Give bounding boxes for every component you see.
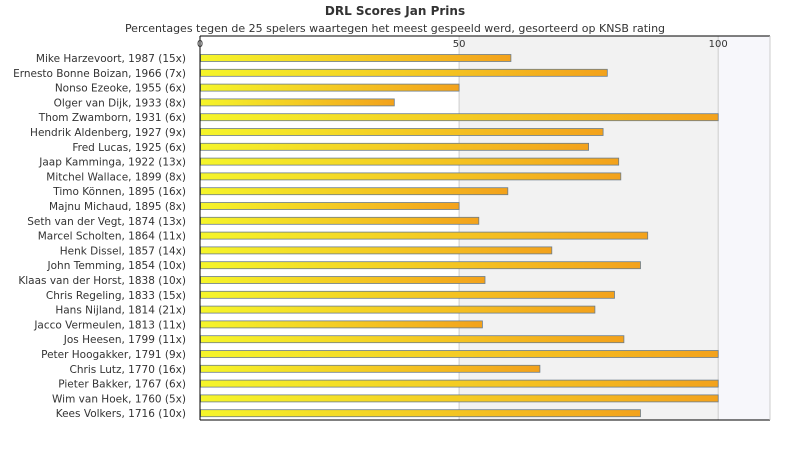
category-label-9: Timo Können, 1895 (16x) [52, 186, 186, 198]
axes [199, 35, 771, 421]
category-label-8: Mitchel Wallace, 1899 (8x) [46, 171, 186, 183]
category-label-24: Kees Volkers, 1716 (10x) [56, 408, 186, 420]
bar-3 [200, 98, 395, 107]
category-label-5: Hendrik Aldenberg, 1927 (9x) [30, 127, 186, 139]
category-label-12: Marcel Scholten, 1864 (11x) [38, 231, 186, 243]
x-tick-label-2: 100 [709, 39, 728, 50]
category-label-11: Seth van der Vegt, 1874 (13x) [27, 216, 186, 228]
category-label-1: Ernesto Bonne Boizan, 1966 (7x) [13, 68, 186, 80]
bar-14 [200, 261, 641, 270]
x-tick-labels: 0 50 100 [197, 39, 728, 50]
x-tick-label-1: 50 [453, 39, 466, 50]
category-label-21: Chris Lutz, 1770 (16x) [70, 364, 186, 376]
bar-10 [200, 202, 460, 210]
bar-19 [200, 335, 625, 344]
category-label-22: Pieter Bakker, 1767 (6x) [58, 379, 186, 391]
chart-subtitle: Percentages tegen de 25 spelers waartege… [124, 22, 666, 35]
bar-11 [200, 216, 480, 225]
category-label-0: Mike Harzevoort, 1987 (15x) [36, 53, 186, 65]
bar-1 [200, 68, 608, 77]
category-label-7: Jaap Kamminga, 1922 (13x) [38, 157, 186, 169]
bar-8 [200, 172, 622, 181]
plot-area-mid [459, 36, 719, 420]
category-label-13: Henk Dissel, 1857 (14x) [60, 245, 186, 257]
bar-13 [200, 246, 553, 255]
bar-2 [200, 83, 460, 92]
bar-15 [200, 276, 486, 284]
bar-22 [200, 379, 719, 388]
plot-area-high [718, 36, 770, 420]
category-label-4: Thom Zwamborn, 1931 (6x) [38, 112, 186, 124]
category-labels: Mike Harzevoort, 1987 (15x) Ernesto Bonne… [13, 53, 186, 420]
bar-24 [200, 409, 641, 418]
bar-5 [200, 128, 604, 136]
bar-20 [200, 350, 719, 358]
bar-17 [200, 305, 596, 314]
category-label-2: Nonso Ezeoke, 1955 (6x) [55, 83, 186, 95]
category-label-18: Jacco Vermeulen, 1813 (11x) [33, 319, 186, 331]
category-label-16: Chris Regeling, 1833 (15x) [46, 290, 186, 302]
bar-4 [200, 113, 719, 122]
plot-background [200, 36, 770, 420]
category-label-14: John Temming, 1854 (10x) [47, 260, 186, 272]
chart-title: DRL Scores Jan Prins [324, 4, 466, 18]
bar-6 [200, 142, 590, 151]
category-label-23: Wim van Hoek, 1760 (5x) [52, 393, 186, 405]
category-label-6: Fred Lucas, 1925 (6x) [72, 142, 186, 154]
bar-7 [200, 157, 620, 166]
bar-12 [200, 231, 649, 240]
category-label-17: Hans Nijland, 1814 (21x) [55, 305, 186, 317]
x-tick-label-0: 0 [197, 39, 203, 50]
bar-23 [200, 394, 719, 403]
category-label-19: Jos Heesen, 1799 (11x) [63, 334, 186, 346]
category-label-15: Klaas van der Horst, 1838 (10x) [18, 275, 186, 287]
bar-16 [200, 290, 615, 299]
category-label-20: Peter Hoogakker, 1791 (9x) [41, 349, 186, 361]
bar-0 [200, 54, 512, 62]
bar-18 [200, 320, 483, 329]
bar-21 [200, 364, 541, 373]
plot-area-low [200, 36, 460, 420]
bar-9 [200, 187, 509, 196]
category-label-10: Majnu Michaud, 1895 (8x) [49, 201, 186, 213]
category-label-3: Olger van Dijk, 1933 (8x) [54, 97, 186, 109]
